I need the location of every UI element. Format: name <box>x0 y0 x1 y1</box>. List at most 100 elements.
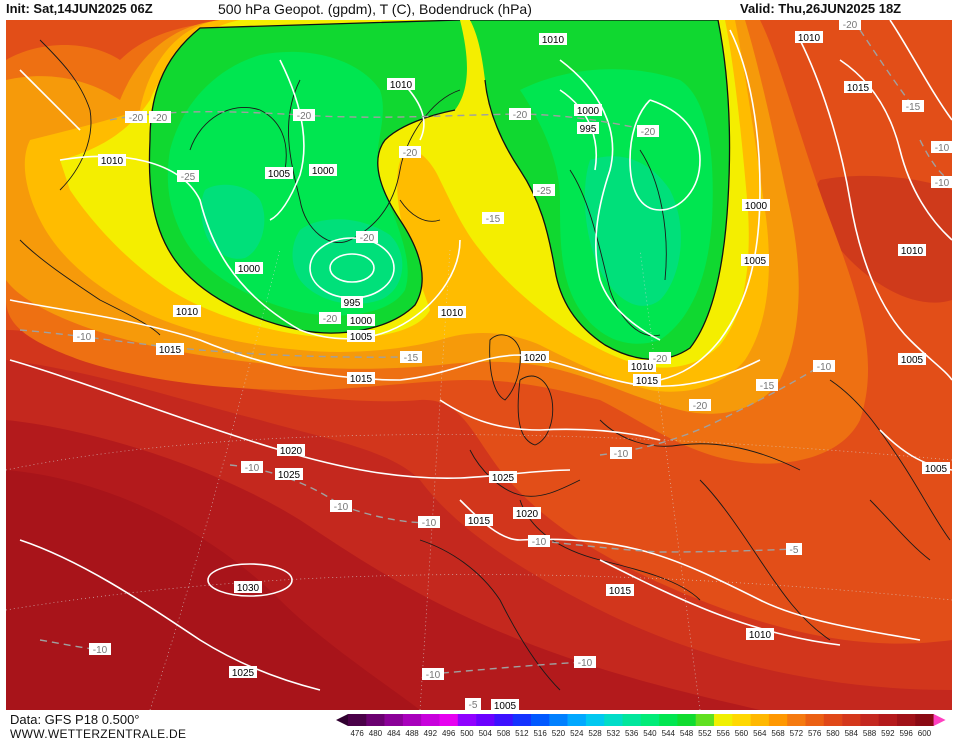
colorbar-tick-label: 500 <box>460 729 474 738</box>
colorbar-cell <box>531 714 550 726</box>
data-source-label: Data: GFS P18 0.500° <box>10 712 140 727</box>
temperature-label-box <box>241 461 263 473</box>
temperature-label-text: -10 <box>532 537 547 548</box>
pressure-label-text: 995 <box>344 298 361 309</box>
temperature-label-box <box>482 212 504 224</box>
colorbar-tick-label: 576 <box>807 729 822 738</box>
pressure-label-box <box>98 154 126 166</box>
temperature-label: -20 <box>399 146 421 159</box>
pressure-label: 1015 <box>633 374 661 387</box>
temperature-label: -10 <box>73 330 95 343</box>
temperature-label-text: -15 <box>906 102 921 113</box>
pressure-label-box <box>347 314 375 326</box>
pressure-label: 1010 <box>746 628 774 641</box>
pressure-label-box <box>347 372 375 384</box>
pressure-label-text: 1005 <box>925 464 948 475</box>
pressure-label: 1025 <box>489 471 517 484</box>
colorbar-tick-label: 480 <box>368 729 383 738</box>
pressure-label-text: 1015 <box>609 586 632 597</box>
pressure-label-box <box>742 199 770 211</box>
temperature-label-text: -10 <box>93 645 108 656</box>
temperature-label-box <box>533 184 555 196</box>
pressure-label-box <box>633 374 661 386</box>
temperature-label: -10 <box>418 516 440 529</box>
pressure-label-text: 1010 <box>390 80 413 91</box>
temperature-label: -20 <box>649 352 671 365</box>
color-legend: 476 480 484 488 492 496 500 504 508 512 516 520 524 5… <box>336 713 956 741</box>
pressure-label-box <box>741 254 769 266</box>
pressure-label-text: 1005 <box>494 701 517 710</box>
pressure-label: 1020 <box>277 444 305 457</box>
pressure-label-box <box>521 351 549 363</box>
colorbar-tick-label: 568 <box>771 729 785 738</box>
temperature-label-box <box>756 379 778 391</box>
colorbar-tick-label: 564 <box>753 729 767 738</box>
temperature-label: -10 <box>574 656 596 669</box>
pressure-label: 1000 <box>309 164 337 177</box>
temperature-label-text: -10 <box>77 332 92 343</box>
pressure-label-box <box>465 514 493 526</box>
temperature-label-box <box>73 330 95 342</box>
colorbar-low-cap <box>336 714 348 726</box>
colorbar-tick-label: 484 <box>387 729 401 738</box>
colorbar-tick-label: 516 <box>533 729 547 738</box>
pressure-label-text: 1005 <box>268 169 291 180</box>
colorbar-tick-label: 556 <box>716 729 730 738</box>
temperature-label-box <box>400 351 422 363</box>
pressure-label-box <box>265 167 293 179</box>
pressure-label-box <box>234 581 262 593</box>
colorbar-cell <box>366 714 385 726</box>
pressure-label-box <box>347 330 375 342</box>
pressure-label-box <box>229 666 257 678</box>
pressure-label: 1000 <box>347 314 375 327</box>
colorbar-tick-label: 488 <box>405 729 419 738</box>
temperature-label: -15 <box>482 212 504 225</box>
pressure-label-box <box>606 584 634 596</box>
colorbar-tick-label: 544 <box>661 729 675 738</box>
colorbar-cell <box>805 714 825 726</box>
colorbar-cell <box>714 714 733 726</box>
temperature-label-text: -20 <box>129 113 144 124</box>
pressure-label: 995 <box>577 122 599 135</box>
colorbar-cell <box>402 714 422 726</box>
pressure-label-box <box>341 296 363 308</box>
colorbar-tick-label: 560 <box>734 729 749 738</box>
temperature-label-box <box>574 656 596 668</box>
temperature-label-box <box>931 176 952 188</box>
colorbar-cell <box>768 714 788 726</box>
colorbar-cell <box>622 714 642 726</box>
colorbar-tick-label: 600 <box>917 729 932 738</box>
colorbar-cell <box>750 714 770 726</box>
pressure-label: 1010 <box>898 244 926 257</box>
pressure-label-box <box>574 104 602 116</box>
pressure-label-text: 1010 <box>542 35 565 46</box>
colorbar-cell <box>787 714 806 726</box>
pressure-label-text: 1015 <box>468 516 491 527</box>
colorbar-tick-label: 512 <box>515 729 529 738</box>
colorbar-tick-label: 536 <box>624 729 639 738</box>
temperature-label-text: -25 <box>181 172 196 183</box>
init-time: Init: Sat,14JUN2025 06Z <box>6 1 153 16</box>
pressure-label: 1010 <box>98 154 126 167</box>
temperature-label-text: -10 <box>578 658 593 669</box>
temperature-label: -15 <box>756 379 778 392</box>
pressure-label-text: 1010 <box>901 246 924 257</box>
temperature-label-text: -15 <box>404 353 419 364</box>
pressure-label-text: 1015 <box>847 83 870 94</box>
temperature-label: -10 <box>931 176 952 189</box>
pressure-label: 1010 <box>795 31 823 44</box>
pressure-label-box <box>156 343 184 355</box>
map-canvas: 1010 1010 1015 1010 1000 995 1010 1005 1000 1000 1… <box>6 20 952 710</box>
temperature-label: -20 <box>509 108 531 121</box>
temperature-label: -20 <box>149 111 171 124</box>
temperature-label: -10 <box>330 500 352 513</box>
pressure-label-text: 1010 <box>798 33 821 44</box>
pressure-label: 1000 <box>574 104 602 117</box>
temperature-label: -20 <box>637 125 659 138</box>
pressure-label-box <box>539 33 567 45</box>
pressure-label-text: 1015 <box>159 345 182 356</box>
colorbar-tick-label: 476 <box>350 729 364 738</box>
colorbar-cell <box>842 714 861 726</box>
pressure-label: 1005 <box>491 699 519 710</box>
weather-map: 1010 1010 1015 1010 1000 995 1010 1005 1000 1000 1… <box>6 20 952 710</box>
